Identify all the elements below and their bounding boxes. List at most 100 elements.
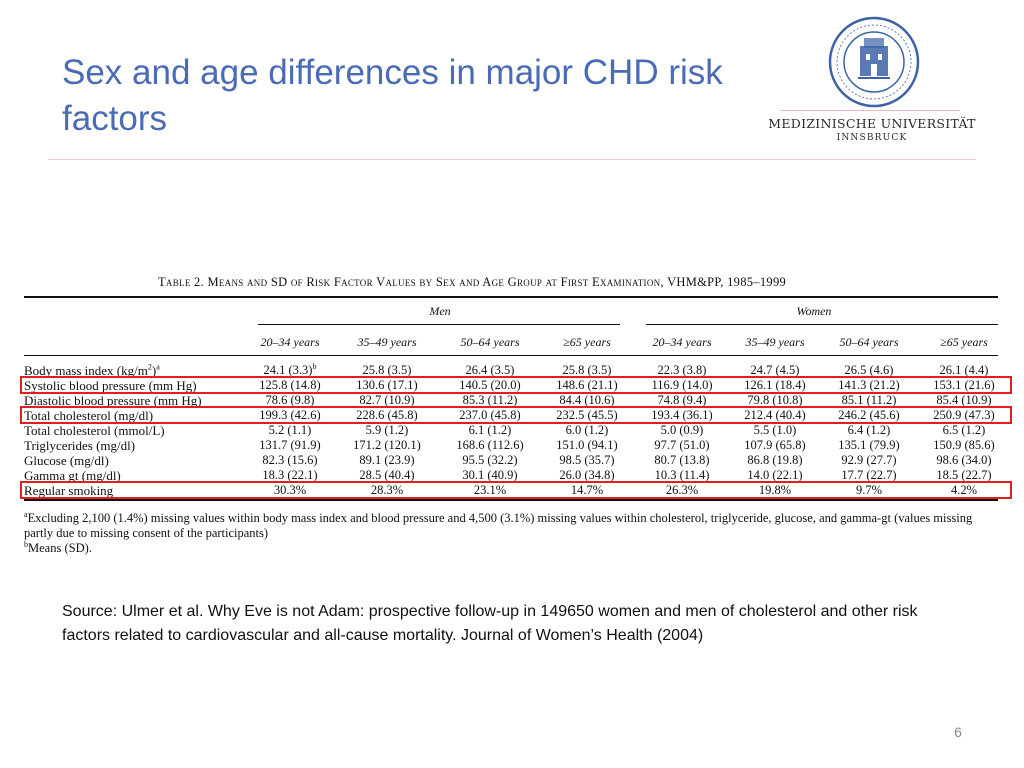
table-cell: 5.5 (1.0) xyxy=(753,423,797,437)
table-row: Body mass index (kg/m2)a 24.1 (3.3)b 25.8 … xyxy=(0,361,1024,378)
highlight-smoking-row xyxy=(20,481,1012,499)
footnote-a: aExcluding 2,100 (1.4%) missing values w… xyxy=(24,509,973,540)
row-label: Glucose (mg/dl) xyxy=(24,453,109,468)
table-cell: 26.0 (34.8) xyxy=(559,468,615,482)
table-cell: 14.0 (22.1) xyxy=(747,468,803,482)
table-cell: 97.7 (51.0) xyxy=(654,438,710,452)
table-cell: 28.5 (40.4) xyxy=(359,468,415,482)
table-cell: 26.1 (4.4) xyxy=(939,363,989,377)
university-logo: MEDIZINISCHE UNIVERSITÄT INNSBRUCK xyxy=(752,0,992,158)
table-cell: 24.1 (3.3)b xyxy=(263,361,317,377)
table-cell: 126.1 (18.4) xyxy=(744,378,806,392)
table-cell: 24.7 (4.5) xyxy=(750,363,800,377)
men-group-rule xyxy=(258,324,620,325)
row-label: Systolic blood pressure (mm Hg) xyxy=(24,378,197,393)
age-header: 20–34 years xyxy=(652,335,712,349)
table-cell: 98.5 (35.7) xyxy=(559,453,615,467)
highlight-systolic-row xyxy=(20,376,1012,394)
table-cell: 171.2 (120.1) xyxy=(353,438,421,452)
group-label-women: Women xyxy=(796,304,832,318)
table-cell: 140.5 (20.0) xyxy=(459,378,521,392)
table-cell: 193.4 (36.1) xyxy=(651,408,713,422)
table-cell: 232.5 (45.5) xyxy=(556,408,618,422)
table-cell: 5.9 (1.2) xyxy=(365,423,409,437)
table-cell: 246.2 (45.6) xyxy=(838,408,900,422)
table-cell: 22.3 (3.8) xyxy=(657,363,707,377)
table-cell: 30.3% xyxy=(273,483,307,497)
table-cell: 107.9 (65.8) xyxy=(744,438,806,452)
table-cell: 141.3 (21.2) xyxy=(838,378,900,392)
table-row: Gamma gt (mg/dl) 18.3 (22.1) 28.5 (40.4) 30… xyxy=(0,468,1024,483)
age-header: 35–49 years xyxy=(745,335,805,349)
table-cell: 26.5 (4.6) xyxy=(844,363,894,377)
table-cell: 18.3 (22.1) xyxy=(262,468,318,482)
table-row: Systolic blood pressure (mm Hg) 125.8 (14… xyxy=(0,378,1024,393)
table-cell: 78.6 (9.8) xyxy=(265,393,315,407)
table-cell: 116.9 (14.0) xyxy=(651,378,713,392)
table-cell: 25.8 (3.5) xyxy=(562,363,612,377)
table-cell: 30.1 (40.9) xyxy=(462,468,518,482)
table-cell: 82.7 (10.9) xyxy=(359,393,415,407)
table-cell: 85.4 (10.9) xyxy=(936,393,992,407)
age-header: 35–49 years xyxy=(357,335,417,349)
group-label-men: Men xyxy=(429,304,451,318)
table-cell: 4.2% xyxy=(950,483,978,497)
table-cell: 168.6 (112.6) xyxy=(456,438,524,452)
table-bottom-rule xyxy=(24,499,998,501)
table-cell: 151.0 (94.1) xyxy=(556,438,618,452)
age-header: ≥65 years xyxy=(940,335,988,349)
table-cell: 212.4 (40.4) xyxy=(744,408,806,422)
table-caption: Table 2. Means and SD of Risk Factor Val… xyxy=(158,275,787,289)
footnote-b: bMeans (SD). xyxy=(24,539,92,555)
table-cell: 19.8% xyxy=(758,483,792,497)
table-cell: 148.6 (21.1) xyxy=(556,378,618,392)
table-cell: 25.8 (3.5) xyxy=(362,363,412,377)
table-cell: 5.0 (0.9) xyxy=(660,423,704,437)
table-cell: 5.2 (1.1) xyxy=(268,423,312,437)
table-cell: 6.5 (1.2) xyxy=(942,423,986,437)
age-header: 50–64 years xyxy=(460,335,520,349)
women-group-rule xyxy=(646,324,998,325)
row-label: Total cholesterol (mg/dl) xyxy=(24,408,154,423)
table-cell: 85.1 (11.2) xyxy=(841,393,897,407)
table-cell: 18.5 (22.7) xyxy=(936,468,992,482)
table-cell: 74.8 (9.4) xyxy=(657,393,707,407)
table-cell: 82.3 (15.6) xyxy=(262,453,318,467)
logo-divider xyxy=(780,110,960,111)
row-label: Gamma gt (mg/dl) xyxy=(24,468,121,483)
table-cell: 199.3 (42.6) xyxy=(259,408,321,422)
table-cell: 17.7 (22.7) xyxy=(841,468,897,482)
table-cell: 86.8 (19.8) xyxy=(747,453,803,467)
table-cell: 26.4 (3.5) xyxy=(465,363,515,377)
table-row: Regular smoking 30.3% 28.3% 23.1% 14.7% 26.3%… xyxy=(0,483,1024,498)
table-cell: 95.5 (32.2) xyxy=(462,453,518,467)
table-row: Total cholesterol (mg/dl) 199.3 (42.6) 228… xyxy=(0,408,1024,423)
page-number: 6 xyxy=(954,724,962,740)
table-cell: 250.9 (47.3) xyxy=(933,408,995,422)
table-row: Diastolic blood pressure (mm Hg) 78.6 (9.… xyxy=(0,393,1024,408)
table-cell: 79.8 (10.8) xyxy=(747,393,803,407)
slide-title: Sex and age differences in major CHD ris… xyxy=(62,53,723,138)
table-row: Triglycerides (mg/dl) 131.7 (91.9) 171.2 (… xyxy=(0,438,1024,453)
row-label: Total cholesterol (mmol/L) xyxy=(24,423,165,438)
logo-name: MEDIZINISCHE UNIVERSITÄT xyxy=(768,116,976,131)
table-cell: 10.3 (11.4) xyxy=(654,468,710,482)
table-cell: 6.1 (1.2) xyxy=(468,423,512,437)
university-seal-icon xyxy=(828,16,920,108)
age-header: ≥65 years xyxy=(563,335,611,349)
row-label: Body mass index (kg/m2)a xyxy=(24,362,160,378)
table-cell: 125.8 (14.8) xyxy=(259,378,321,392)
table-cell: 6.4 (1.2) xyxy=(847,423,891,437)
table-cell: 14.7% xyxy=(570,483,604,497)
table-cell: 153.1 (21.6) xyxy=(933,378,995,392)
table-cell: 228.6 (45.8) xyxy=(356,408,418,422)
table-cell: 84.4 (10.6) xyxy=(559,393,615,407)
table-top-rule xyxy=(24,296,998,298)
row-label: Regular smoking xyxy=(24,483,114,498)
table-cell: 150.9 (85.6) xyxy=(933,438,995,452)
source-citation: Source: Ulmer et al. Why Eve is not Adam… xyxy=(62,603,918,644)
table-cell: 26.3% xyxy=(665,483,699,497)
header-bottom-rule xyxy=(24,355,998,356)
table-cell: 130.6 (17.1) xyxy=(356,378,418,392)
row-label: Triglycerides (mg/dl) xyxy=(24,438,136,453)
